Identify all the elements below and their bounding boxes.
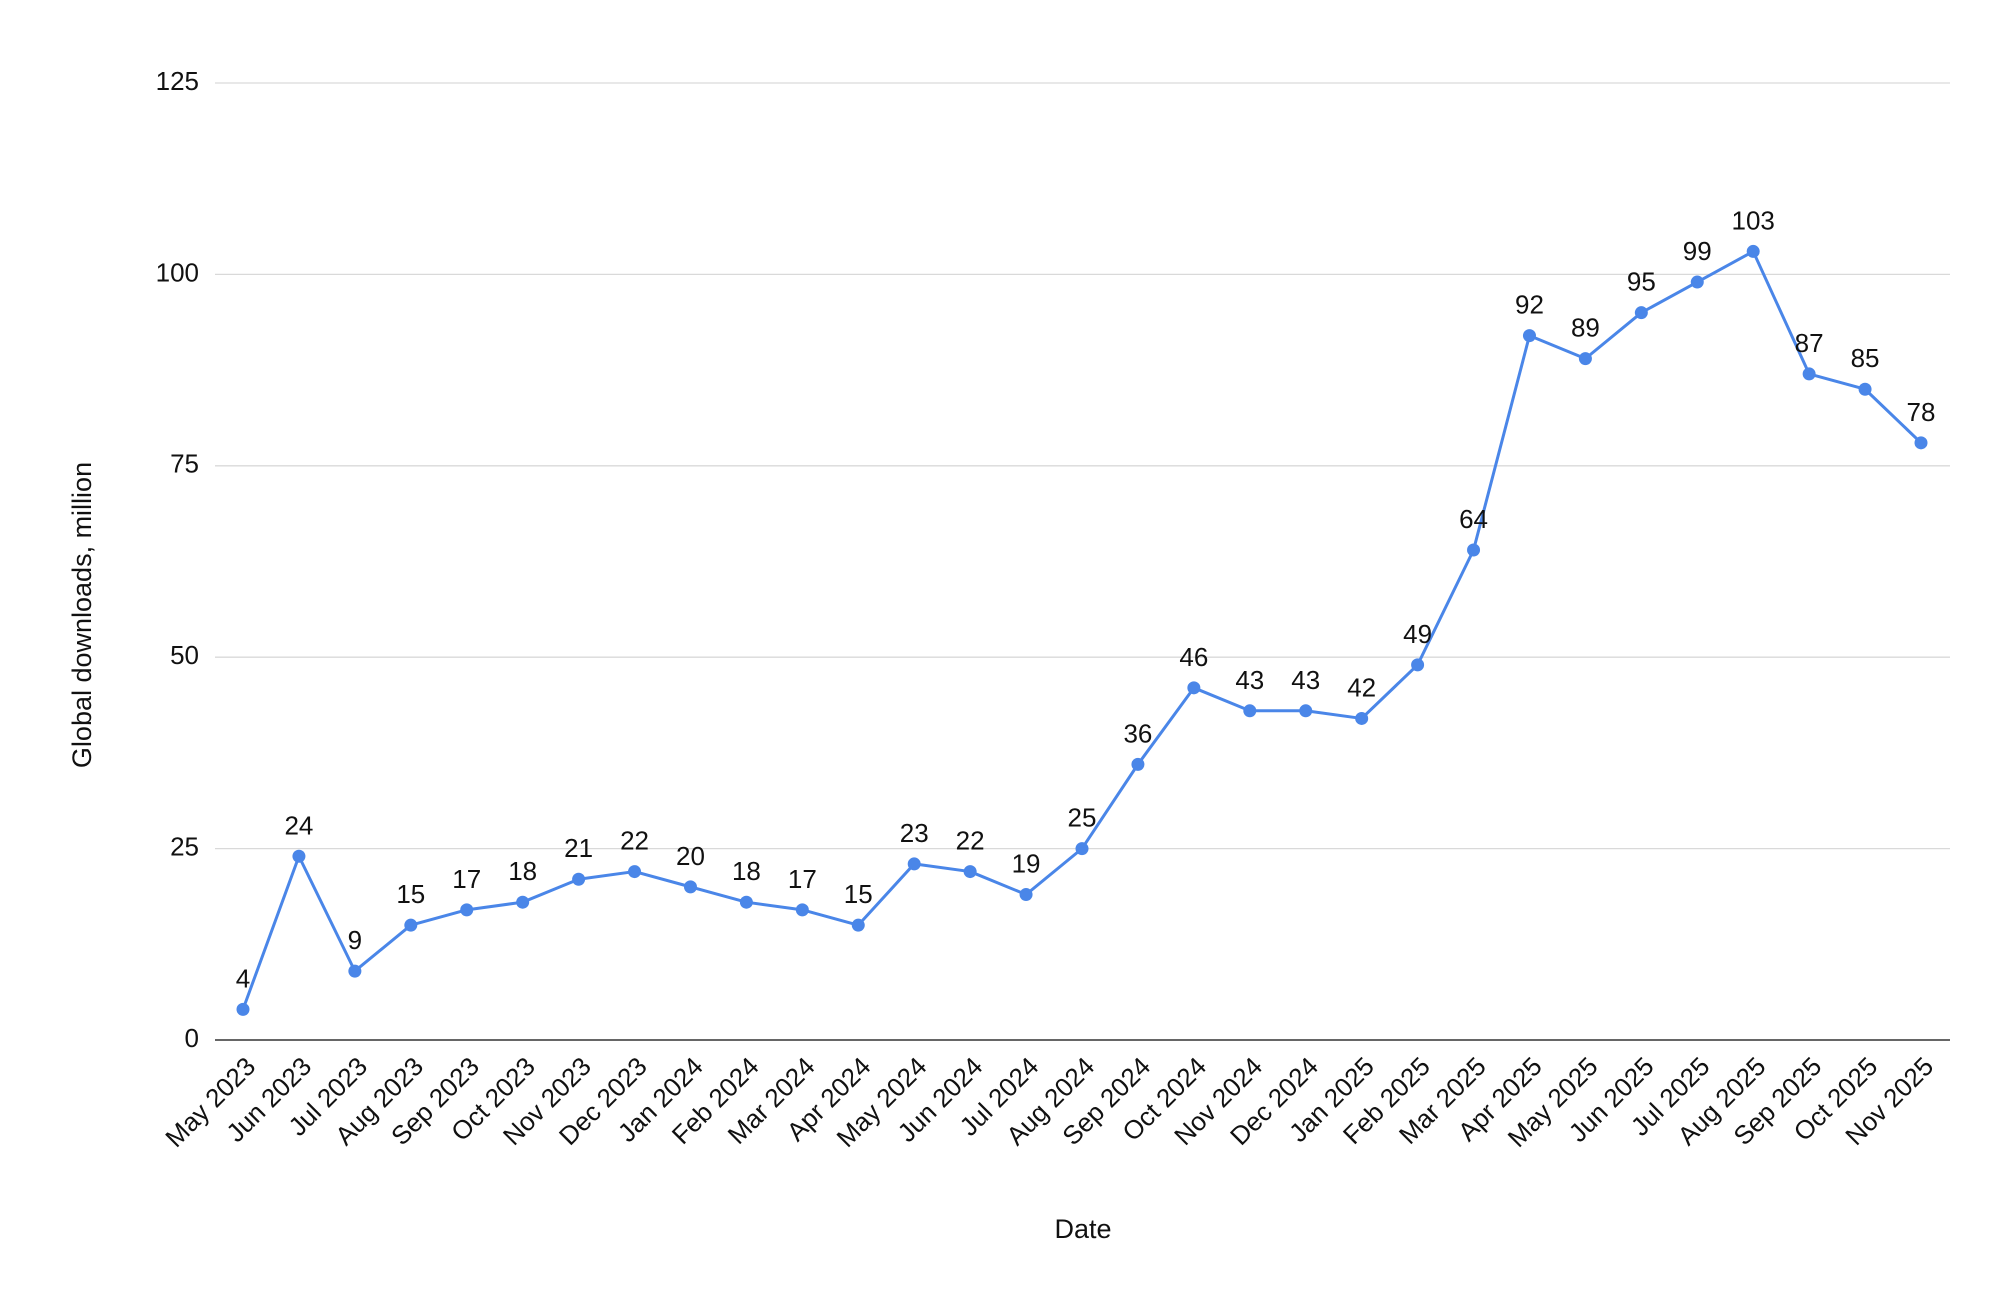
data-label: 78 bbox=[1907, 397, 1936, 427]
data-label: 23 bbox=[900, 818, 929, 848]
data-point bbox=[739, 895, 753, 909]
data-label: 18 bbox=[732, 856, 761, 886]
data-point bbox=[1243, 704, 1257, 718]
data-label: 19 bbox=[1012, 849, 1041, 879]
data-label: 46 bbox=[1179, 642, 1208, 672]
data-point bbox=[1019, 888, 1033, 902]
data-point bbox=[1355, 711, 1369, 725]
data-point bbox=[1634, 306, 1648, 320]
data-point bbox=[572, 872, 586, 886]
data-point bbox=[963, 865, 977, 879]
data-point bbox=[292, 849, 306, 863]
data-point bbox=[1299, 704, 1313, 718]
data-point bbox=[1690, 275, 1704, 289]
data-point bbox=[404, 918, 418, 932]
data-label: 17 bbox=[788, 864, 817, 894]
data-label: 43 bbox=[1291, 665, 1320, 695]
data-label: 99 bbox=[1683, 236, 1712, 266]
data-point bbox=[1411, 658, 1425, 672]
gridlines bbox=[215, 82, 1950, 850]
data-label: 22 bbox=[956, 826, 985, 856]
data-label: 4 bbox=[236, 963, 250, 993]
y-tick-label: 50 bbox=[170, 640, 199, 670]
y-axis-ticks: 0 25 50 75 100 125 bbox=[156, 66, 199, 1053]
data-point bbox=[460, 903, 474, 917]
data-point bbox=[1914, 436, 1928, 450]
data-label: 95 bbox=[1627, 267, 1656, 297]
data-label: 25 bbox=[1068, 803, 1097, 833]
data-label: 92 bbox=[1515, 290, 1544, 320]
data-point bbox=[683, 880, 697, 894]
data-point bbox=[851, 918, 865, 932]
y-tick-label: 25 bbox=[170, 831, 199, 861]
data-label: 22 bbox=[620, 826, 649, 856]
data-label: 49 bbox=[1403, 619, 1432, 649]
data-label: 20 bbox=[676, 841, 705, 871]
y-tick-label: 125 bbox=[156, 66, 199, 96]
data-points bbox=[236, 244, 1928, 1016]
data-label: 17 bbox=[452, 864, 481, 894]
data-label: 15 bbox=[844, 879, 873, 909]
data-label: 9 bbox=[348, 925, 362, 955]
data-label: 64 bbox=[1459, 504, 1488, 534]
data-point bbox=[516, 895, 530, 909]
data-label: 18 bbox=[508, 856, 537, 886]
data-point bbox=[1746, 244, 1760, 258]
series-line bbox=[241, 249, 1923, 1010]
data-point bbox=[348, 964, 362, 978]
data-label: 89 bbox=[1571, 313, 1600, 343]
data-point bbox=[628, 865, 642, 879]
data-label: 15 bbox=[396, 879, 425, 909]
data-point bbox=[907, 857, 921, 871]
data-point bbox=[1802, 367, 1816, 381]
y-tick-label: 0 bbox=[185, 1023, 199, 1053]
data-label: 42 bbox=[1347, 672, 1376, 702]
data-point bbox=[1578, 352, 1592, 366]
data-point bbox=[795, 903, 809, 917]
y-tick-label: 75 bbox=[170, 449, 199, 479]
data-label: 87 bbox=[1795, 328, 1824, 358]
data-point bbox=[1467, 543, 1481, 557]
data-point bbox=[1131, 757, 1145, 771]
y-tick-label: 100 bbox=[156, 257, 199, 287]
data-label: 103 bbox=[1732, 205, 1775, 235]
data-point bbox=[1858, 382, 1872, 396]
data-label: 43 bbox=[1235, 665, 1264, 695]
x-axis-title: Date bbox=[1054, 1214, 1111, 1244]
data-label: 36 bbox=[1123, 718, 1152, 748]
data-point bbox=[1075, 842, 1089, 856]
data-point bbox=[1187, 681, 1201, 695]
y-axis-title: Global downloads, million bbox=[67, 462, 97, 768]
data-point bbox=[236, 1002, 250, 1016]
data-label: 85 bbox=[1851, 343, 1880, 373]
data-label: 24 bbox=[284, 810, 313, 840]
data-point bbox=[1522, 329, 1536, 343]
data-label: 21 bbox=[564, 833, 593, 863]
